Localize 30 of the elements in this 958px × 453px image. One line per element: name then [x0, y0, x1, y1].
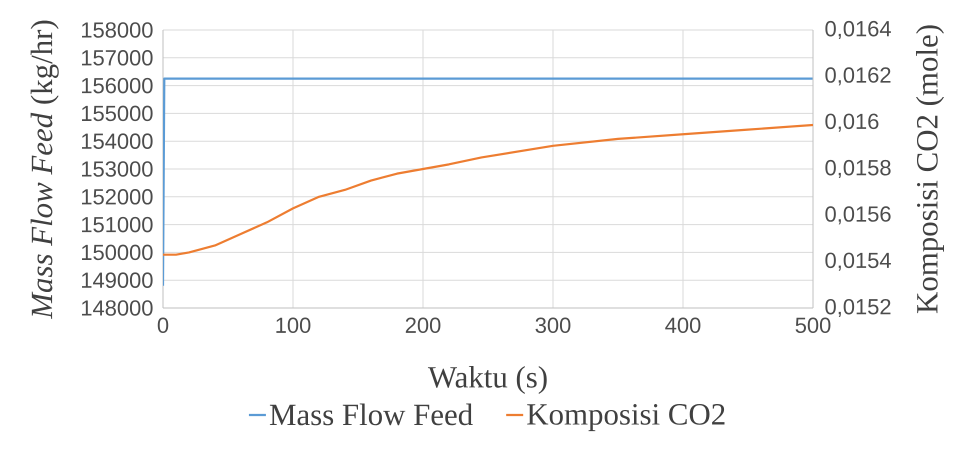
y-tick-label: 151000	[82, 216, 153, 232]
y2-tick-label: 0,0164	[825, 20, 891, 40]
y2-tick-label: 0,0162	[825, 67, 890, 86]
y-tick-label: 155000	[82, 106, 153, 122]
y2-tick-label: 0,016	[825, 114, 878, 132]
y-tick-label: 148000	[82, 300, 153, 316]
y-tick-label: 157000	[82, 50, 153, 66]
y-tick-label: 153000	[82, 161, 153, 177]
y-tick-label: 154000	[82, 133, 153, 149]
legend-label: Mass Flow Feed	[270, 404, 473, 426]
y-tick-label: 156000	[82, 78, 153, 94]
x-tick-label: 500	[796, 318, 830, 334]
x-axis-title: Waktu (s)	[428, 366, 547, 394]
legend-label: Komposisi CO2	[527, 404, 724, 432]
y-tick-label: 158000	[82, 22, 153, 38]
x-tick-label: 400	[665, 318, 700, 334]
x-tick-label: 300	[536, 318, 570, 334]
x-tick-label: 100	[276, 318, 310, 334]
line-series	[163, 124, 814, 256]
y2-axis-title: Komposisi CO2 (mole)	[916, 25, 944, 314]
y-tick-label: 150000	[82, 244, 153, 260]
y2-tick-label: 0,0158	[825, 160, 891, 178]
x-tick-label: 0	[158, 318, 168, 334]
y2-tick-label: 0,0152	[825, 298, 890, 318]
y-tick-label: 152000	[82, 189, 153, 205]
y-tick-label: 149000	[82, 272, 153, 288]
x-tick-label: 200	[406, 318, 440, 334]
y2-tick-label: 0,0154	[825, 252, 891, 271]
y2-tick-label: 0,0156	[825, 206, 891, 224]
y-axis-title: Mass Flow Feed (kg/hr)	[30, 20, 59, 320]
